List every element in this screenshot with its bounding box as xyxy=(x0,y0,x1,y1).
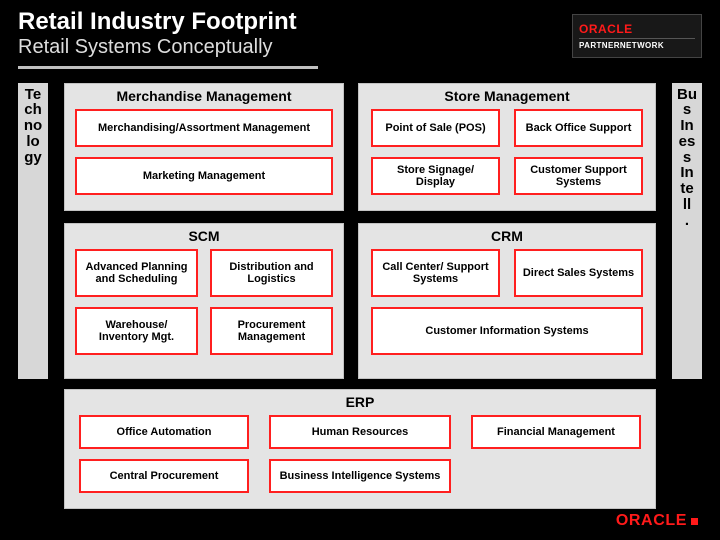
side-band-left-label: Technology xyxy=(24,87,42,166)
node-business-intelligence-systems: Business Intelligence Systems xyxy=(269,459,451,493)
node-customer-information-systems: Customer Information Systems xyxy=(371,307,643,355)
node-marketing-management: Marketing Management xyxy=(75,157,333,195)
oracle-footer-text: ORACLE xyxy=(616,512,687,530)
oracle-dot-icon xyxy=(691,518,698,525)
group-title: ERP xyxy=(65,390,655,413)
group-title: CRM xyxy=(359,224,655,247)
group-merchandise-management: Merchandise Management Merchandising/Ass… xyxy=(64,83,344,211)
side-band-right-label: BusInessIntell. xyxy=(677,87,697,229)
node-call-center-support: Call Center/ Support Systems xyxy=(371,249,500,297)
node-warehouse-inventory-mgt: Warehouse/ Inventory Mgt. xyxy=(75,307,198,355)
oracle-logo-text: ORACLE xyxy=(579,22,695,36)
node-central-procurement: Central Procurement xyxy=(79,459,249,493)
node-merchandising-assortment: Merchandising/Assortment Management xyxy=(75,109,333,147)
node-financial-management: Financial Management xyxy=(471,415,641,449)
partner-network-label: PARTNERNETWORK xyxy=(579,38,695,50)
group-title: SCM xyxy=(65,224,343,247)
oracle-footer-logo: ORACLE xyxy=(616,512,698,530)
group-scm: SCM Advanced Planning and Scheduling Dis… xyxy=(64,223,344,379)
diagram-stage: Technology BusInessIntell. Merchandise M… xyxy=(18,83,702,453)
group-crm: CRM Call Center/ Support Systems Direct … xyxy=(358,223,656,379)
slide-subtitle: Retail Systems Conceptually xyxy=(18,36,297,59)
node-office-automation: Office Automation xyxy=(79,415,249,449)
group-title: Store Management xyxy=(359,84,655,107)
side-band-technology: Technology xyxy=(18,83,48,379)
node-human-resources: Human Resources xyxy=(269,415,451,449)
partner-network-badge: ORACLE PARTNERNETWORK xyxy=(572,14,702,58)
node-direct-sales-systems: Direct Sales Systems xyxy=(514,249,643,297)
node-distribution-logistics: Distribution and Logistics xyxy=(210,249,333,297)
group-title: Merchandise Management xyxy=(65,84,343,107)
node-procurement-management: Procurement Management xyxy=(210,307,333,355)
group-erp: ERP Office Automation Human Resources Fi… xyxy=(64,389,656,509)
title-block: Retail Industry Footprint Retail Systems… xyxy=(18,8,297,59)
node-advanced-planning-scheduling: Advanced Planning and Scheduling xyxy=(75,249,198,297)
slide-title: Retail Industry Footprint xyxy=(18,8,297,36)
slide-header: Retail Industry Footprint Retail Systems… xyxy=(0,0,720,63)
node-pos: Point of Sale (POS) xyxy=(371,109,500,147)
node-back-office-support: Back Office Support xyxy=(514,109,643,147)
node-customer-support-systems: Customer Support Systems xyxy=(514,157,643,195)
group-store-management: Store Management Point of Sale (POS) Bac… xyxy=(358,83,656,211)
side-band-business-intell: BusInessIntell. xyxy=(672,83,702,379)
node-store-signage-display: Store Signage/ Display xyxy=(371,157,500,195)
title-underline xyxy=(18,66,318,69)
